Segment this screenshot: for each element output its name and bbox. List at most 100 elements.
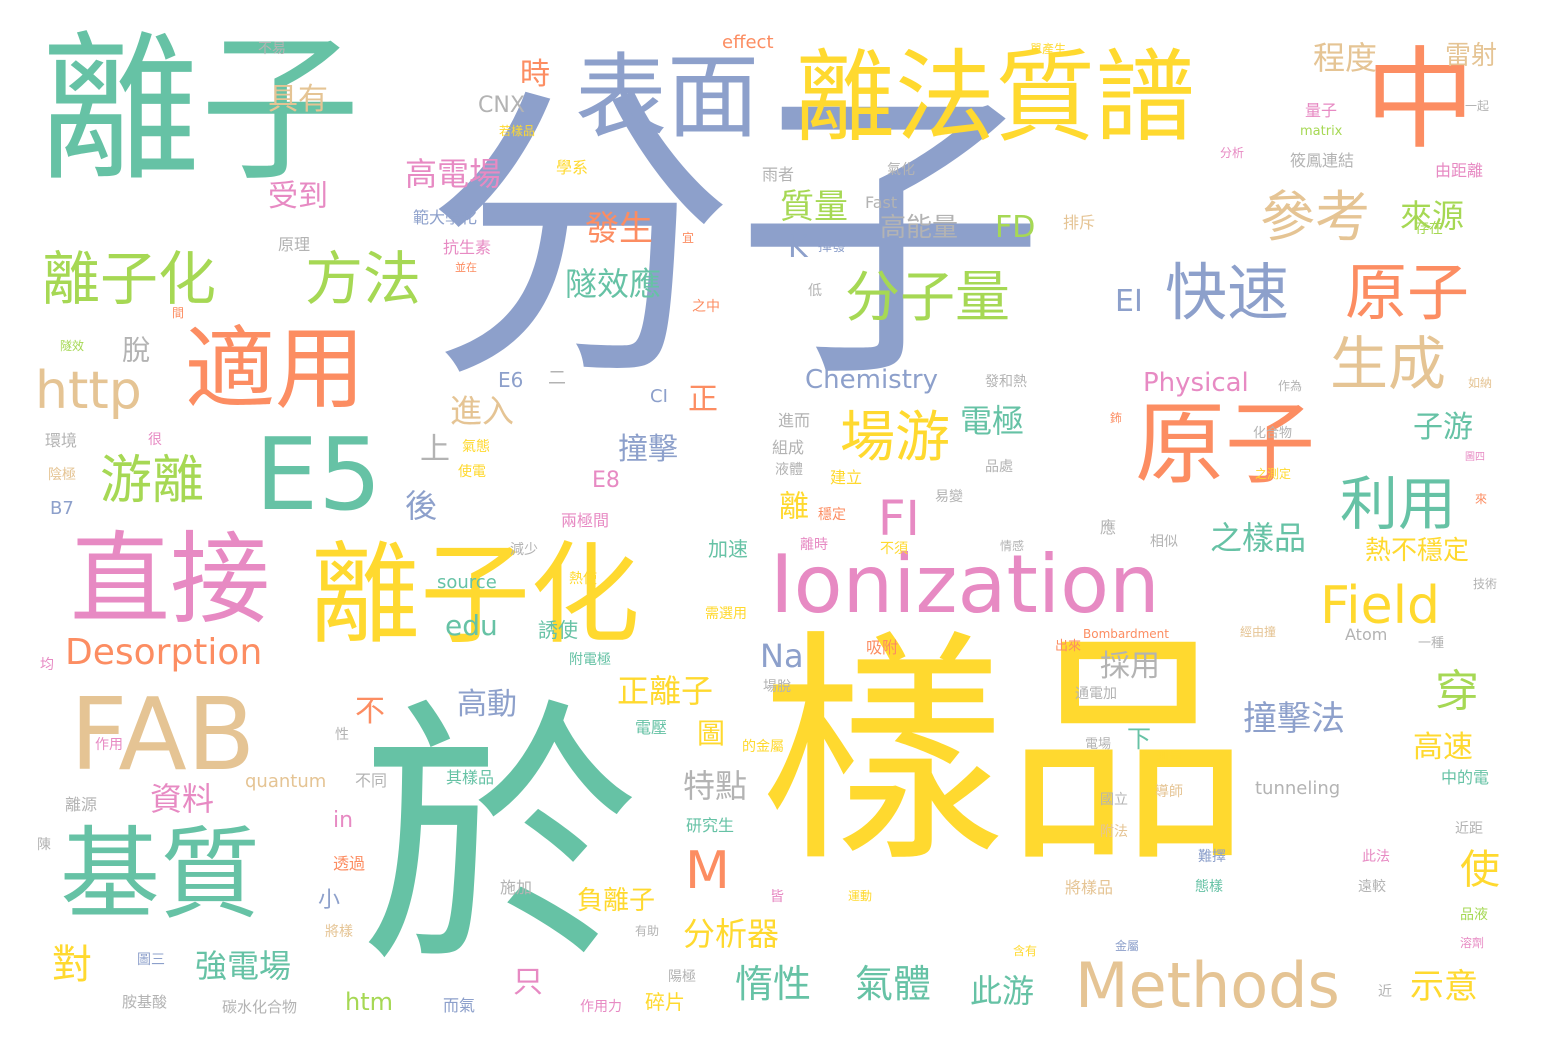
word-87: 雨者 (762, 165, 795, 184)
word-1: 離 (773, 490, 808, 520)
word-141: 一種 (1418, 636, 1445, 651)
word-100: 量子 (1305, 101, 1338, 120)
word-172: 陽極 (668, 969, 696, 985)
word-157: 陳 (37, 837, 51, 853)
word-37: Na (760, 637, 804, 675)
word-4: 離子 (40, 16, 361, 203)
word-6: 表面 (575, 44, 760, 151)
word-167: 有助 (635, 924, 660, 938)
word-57: 此游 (970, 972, 1035, 1010)
word-118: 液體 (775, 462, 803, 478)
word-153: 離源 (65, 795, 98, 814)
word-52: Atom (1345, 625, 1388, 644)
word-125: 兩極間 (561, 511, 610, 530)
word-79: 正離子 (617, 672, 714, 710)
word-47: Fast (865, 193, 898, 212)
word-24: 利用 (1340, 470, 1457, 538)
word-185: 宜 (682, 231, 695, 245)
word-155: 附法 (1100, 824, 1128, 840)
word-88: 研究生 (686, 816, 735, 835)
word-143: 通電加 (1075, 686, 1117, 702)
word-154: 國立 (1100, 792, 1128, 808)
word-189: 後 (405, 487, 438, 525)
word-101: 若樣品 (499, 124, 536, 138)
word-8: 離子化 (310, 531, 640, 659)
word-7: 中 (1365, 36, 1475, 164)
word-198: 二 (548, 368, 566, 389)
word-182: 性 (335, 727, 349, 743)
word-129: 情感 (1000, 539, 1025, 553)
word-28: Field (1320, 576, 1441, 636)
word-53: Bombardment (1083, 627, 1169, 641)
word-51: tunneling (1255, 778, 1341, 799)
word-91: 胺基酸 (122, 993, 168, 1011)
word-31: Physical (1143, 368, 1249, 398)
word-21: 參考 (1260, 185, 1371, 249)
word-14: 原子 (1135, 392, 1315, 497)
word-17: 方法 (305, 245, 422, 313)
word-15: 適用 (185, 317, 365, 422)
word-66: 發生 (585, 209, 653, 249)
word-132: 加速 (708, 537, 748, 561)
word-148: 電場 (1085, 737, 1112, 752)
word-22: 生成 (1330, 330, 1447, 398)
word-158: 透過 (333, 854, 366, 873)
word-137: 技術 (1473, 577, 1498, 591)
word-73: 子游 (1413, 410, 1473, 445)
word-19: 快速 (1165, 256, 1290, 329)
word-48: matrix (1300, 124, 1343, 139)
word-10: 基質 (60, 816, 260, 933)
word-62: 只 (513, 965, 543, 1000)
word-174: 作用力 (580, 999, 622, 1015)
word-160: 難擇 (1198, 849, 1226, 865)
word-99: 一起 (1465, 99, 1490, 113)
word-74: 之樣品 (1210, 519, 1307, 557)
word-150: 中的電 (1441, 768, 1490, 787)
word-113: 陰極 (48, 467, 76, 483)
word-128: 不須 (880, 541, 908, 557)
word-175: 而氣 (443, 996, 476, 1015)
word-61: 對 (52, 942, 92, 988)
word-152: 導師 (1155, 784, 1183, 800)
word-159: 施加 (500, 878, 533, 897)
word-188: 上 (420, 432, 450, 467)
word-108: 之中 (692, 299, 720, 315)
word-77: 撞擊 (618, 432, 678, 467)
word-102: 不易 (258, 41, 286, 57)
word-114: 氣態 (462, 439, 490, 455)
word-139: 出來 (1055, 639, 1082, 654)
word-145: 作用 (95, 737, 123, 753)
word-122: 化合物 (1253, 426, 1293, 441)
word-42: E6 (498, 368, 524, 392)
word-2: 樣品 (760, 610, 1250, 895)
word-104: 氣化 (887, 162, 915, 178)
word-165: 品液 (1460, 907, 1488, 923)
word-151: 不同 (355, 771, 388, 790)
word-38: edu (445, 609, 498, 642)
word-190: 時 (520, 57, 550, 92)
word-123: 之測定 (1255, 467, 1292, 481)
word-106: 存在 (1415, 221, 1443, 237)
word-103: 單產生 (1030, 42, 1067, 56)
word-23: 場游 (840, 405, 951, 469)
word-187: 來 (1475, 492, 1488, 506)
word-81: 資料 (150, 780, 215, 818)
word-26: http (35, 361, 142, 421)
word-75: 熱不穩定 (1365, 536, 1470, 566)
word-49: source (437, 572, 497, 593)
word-119: 建立 (830, 468, 863, 487)
word-156: 近距 (1455, 821, 1483, 837)
word-197: 正 (688, 382, 718, 417)
word-146: 電壓 (635, 718, 668, 737)
word-2: 脫 (118, 335, 151, 363)
word-161: 態樣 (1195, 879, 1223, 895)
word-13: Ionization (770, 538, 1160, 631)
word-196: 使 (1460, 847, 1500, 893)
word-109: 發和熱 (985, 374, 1027, 390)
word-94: 原理 (278, 235, 311, 254)
word-46: effect (722, 32, 774, 53)
word-63: 具有 (268, 82, 328, 117)
word-135: 附電極 (569, 652, 611, 668)
word-164: 將樣品 (1065, 878, 1114, 897)
word-171: 金屬 (1115, 939, 1140, 953)
